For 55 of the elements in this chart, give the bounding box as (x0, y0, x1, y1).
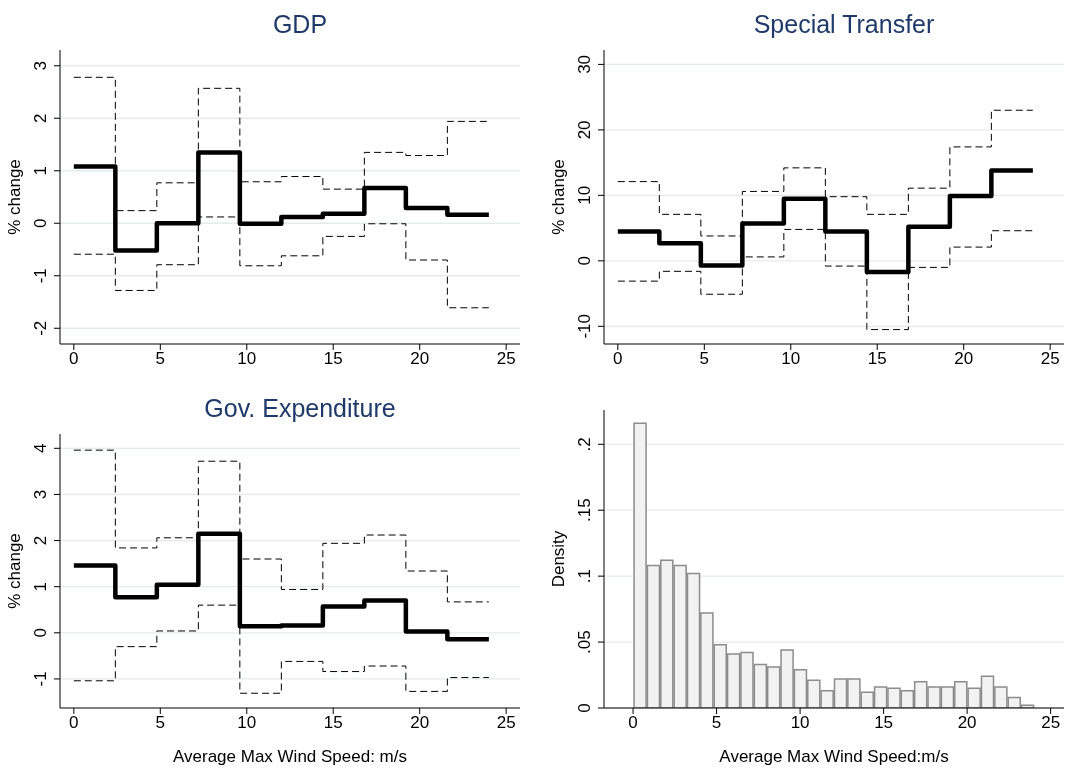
y-tick-label: 30 (575, 54, 594, 74)
x-tick-label: 25 (496, 713, 516, 733)
y-axis-title: Density (549, 530, 568, 588)
y-axis-title: % change (549, 159, 568, 235)
x-axis-title: Average Max Wind Speed:m/s (719, 747, 949, 766)
y-tick-label: 10 (575, 185, 594, 205)
y-tick-label: -1 (31, 268, 50, 284)
x-tick-label: 20 (954, 349, 974, 369)
x-tick-label: 15 (867, 349, 887, 369)
x-tick-label: 0 (69, 713, 79, 733)
x-tick-label: 5 (155, 713, 166, 733)
x-tick-label: 10 (790, 713, 810, 733)
chart-title: Gov. Expenditure (203, 393, 397, 424)
x-tick-label: 25 (496, 349, 516, 369)
x-tick-label: 0 (628, 713, 638, 733)
chart-title: GDP (271, 9, 329, 40)
y-tick-label: 0 (31, 628, 50, 638)
x-tick-label: 25 (1041, 713, 1061, 733)
y-tick-label: 4 (31, 443, 50, 454)
y-tick-label: 20 (575, 120, 594, 140)
y-tick-label: 0 (575, 703, 594, 713)
chart-title: Special Transfer (752, 9, 936, 40)
x-tick-label: 5 (699, 349, 710, 369)
x-tick-label: 20 (957, 713, 977, 733)
y-tick-label: .1 (575, 569, 594, 584)
y-tick-label: -10 (575, 314, 594, 339)
x-axis-title: Average Max Wind Speed: m/s (172, 747, 408, 766)
x-tick-label: 10 (237, 713, 257, 733)
x-tick-label: 0 (69, 349, 79, 369)
y-axis-title: % change (5, 533, 24, 609)
y-tick-label: 3 (31, 61, 50, 71)
x-tick-label: 10 (781, 349, 801, 369)
y-tick-label: 2 (31, 535, 50, 546)
x-tick-label: 5 (155, 349, 166, 369)
y-tick-label: 1 (31, 581, 50, 592)
x-tick-label: 10 (237, 349, 257, 369)
y-tick-label: 0 (31, 218, 50, 228)
x-tick-label: 20 (410, 349, 430, 369)
x-tick-label: 15 (323, 713, 343, 733)
y-axis-title: % change (5, 159, 24, 235)
y-tick-label: .2 (575, 437, 594, 452)
x-tick-label: 15 (874, 713, 894, 733)
x-tick-label: 0 (613, 349, 623, 369)
x-tick-label: 25 (1040, 349, 1060, 369)
y-tick-label: .15 (575, 498, 594, 523)
y-tick-label: 3 (31, 489, 50, 500)
x-tick-label: 5 (711, 713, 722, 733)
y-tick-label: 0 (575, 256, 594, 266)
y-tick-label: -1 (31, 671, 50, 687)
x-tick-label: 15 (323, 349, 343, 369)
x-tick-label: 20 (410, 713, 430, 733)
y-tick-label: 2 (31, 113, 50, 123)
y-tick-label: -2 (31, 320, 50, 336)
y-tick-label: .05 (575, 630, 594, 654)
y-tick-label: 1 (31, 166, 50, 176)
